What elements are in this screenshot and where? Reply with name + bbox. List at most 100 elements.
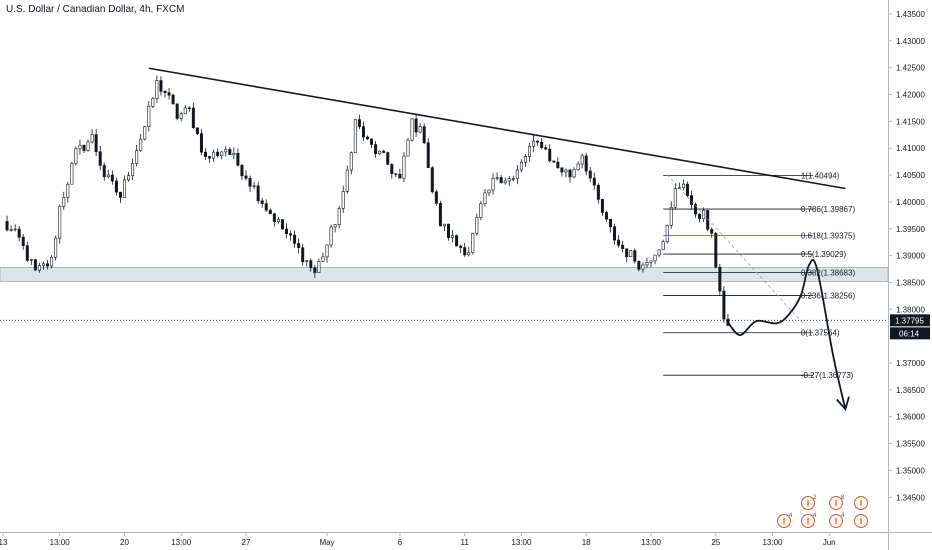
- y-tick-label: 1.40000: [896, 198, 925, 207]
- y-tick-label: 1.40500: [896, 171, 925, 180]
- candle-body: [204, 151, 208, 157]
- candle-body: [284, 228, 288, 234]
- fib-trend-dashed-line: [666, 174, 806, 326]
- candle-body: [446, 223, 450, 238]
- candle-body: [25, 245, 29, 261]
- candle-body: [224, 149, 228, 153]
- events-layer: 2 8 4 4 4: [777, 495, 868, 528]
- event-flag-icon: 2: [801, 495, 817, 510]
- forecast-path: [727, 258, 847, 410]
- candle-body: [50, 256, 54, 267]
- candle-body: [515, 169, 519, 179]
- candle-body: [685, 183, 689, 196]
- x-tick-label: 13:00: [641, 538, 662, 547]
- candle-body: [430, 167, 434, 193]
- candle-body: [297, 243, 301, 248]
- price-tags-layer: 1.37795 06:14: [890, 314, 930, 340]
- candle-body: [689, 195, 693, 205]
- candle-body: [135, 150, 139, 164]
- candle-body: [264, 203, 268, 211]
- candle-body: [532, 140, 536, 147]
- candle-body: [592, 177, 596, 186]
- candle-body: [714, 232, 718, 268]
- candle-body: [499, 177, 503, 184]
- y-tick-label: 1.42000: [896, 91, 925, 100]
- x-tick-label: 11: [461, 538, 470, 547]
- candle-body: [544, 147, 548, 150]
- candle-body: [199, 133, 203, 153]
- candle-body: [248, 177, 252, 187]
- y-tick-label: 1.38000: [896, 305, 925, 314]
- candle-body: [572, 169, 576, 178]
- candle-body: [673, 188, 677, 208]
- candle-body: [337, 208, 341, 225]
- candle-body: [228, 149, 232, 155]
- candle-body: [455, 235, 459, 247]
- candle-body: [13, 228, 17, 231]
- candle-body: [584, 155, 588, 172]
- y-tick-label: 1.41500: [896, 117, 925, 126]
- fib-level-label: 0.5(1.39029): [801, 250, 847, 259]
- candle-body: [33, 259, 37, 271]
- event-flag-icon: 4: [777, 513, 793, 528]
- candle-body: [519, 161, 523, 171]
- y-tick-label: 1.42500: [896, 64, 925, 73]
- y-tick-label: 1.34500: [896, 493, 925, 502]
- candle-body: [604, 212, 608, 220]
- candle-body: [511, 178, 515, 180]
- candle-body: [272, 213, 276, 222]
- x-tick-label: 13:00: [511, 538, 532, 547]
- candle-body: [374, 144, 378, 155]
- candle-body: [29, 259, 33, 261]
- y-tick-label: 1.35000: [896, 466, 925, 475]
- y-tick-label: 1.36500: [896, 386, 925, 395]
- x-tick-label: 20: [120, 538, 129, 547]
- event-count: 4: [789, 513, 793, 519]
- candle-body: [625, 248, 629, 258]
- candle-body: [503, 180, 507, 184]
- candle-body: [143, 126, 147, 140]
- candle-body: [195, 127, 199, 134]
- x-tick-label: 27: [242, 538, 251, 547]
- candle-body: [114, 180, 118, 193]
- candle-body: [349, 152, 353, 171]
- candle-body: [661, 241, 665, 251]
- candle-body: [127, 175, 131, 181]
- candle-body: [402, 155, 406, 179]
- candle-body: [479, 203, 483, 218]
- candle-body: [123, 179, 127, 198]
- candle-body: [556, 161, 560, 169]
- candle-body: [357, 119, 361, 127]
- candle-body: [187, 107, 191, 110]
- x-tick-label: 6: [398, 538, 403, 547]
- candle-body: [418, 126, 422, 133]
- candle-body: [58, 205, 62, 239]
- event-count: 8: [841, 495, 845, 501]
- candle-body: [139, 138, 143, 151]
- candle-body: [398, 173, 402, 179]
- candle-body: [252, 185, 256, 187]
- candle-body: [220, 151, 224, 157]
- candle-body: [301, 247, 305, 263]
- candle-body: [495, 177, 499, 179]
- fib-level-label: 0.382(1.38683): [801, 269, 856, 278]
- candle-body: [212, 151, 216, 159]
- candle-body: [560, 167, 564, 173]
- candle-body: [106, 174, 110, 178]
- candle-body: [410, 118, 414, 141]
- candle-body: [576, 163, 580, 170]
- candle-body: [260, 200, 264, 204]
- candle-body: [641, 264, 645, 270]
- candle-body: [353, 119, 357, 154]
- candle-body: [175, 103, 179, 119]
- candle-body: [722, 290, 726, 320]
- candle-body: [276, 219, 280, 222]
- candle-body: [313, 267, 317, 273]
- fib-retracement-layer: 1(1.40494) 0.786(1.39867) 0.618(1.39375) 0.…: [663, 171, 855, 380]
- y-tick-label: 1.39000: [896, 252, 925, 261]
- candle-body: [21, 236, 25, 246]
- candle-body: [82, 144, 86, 151]
- fib-level-label: 1(1.40494): [801, 171, 840, 180]
